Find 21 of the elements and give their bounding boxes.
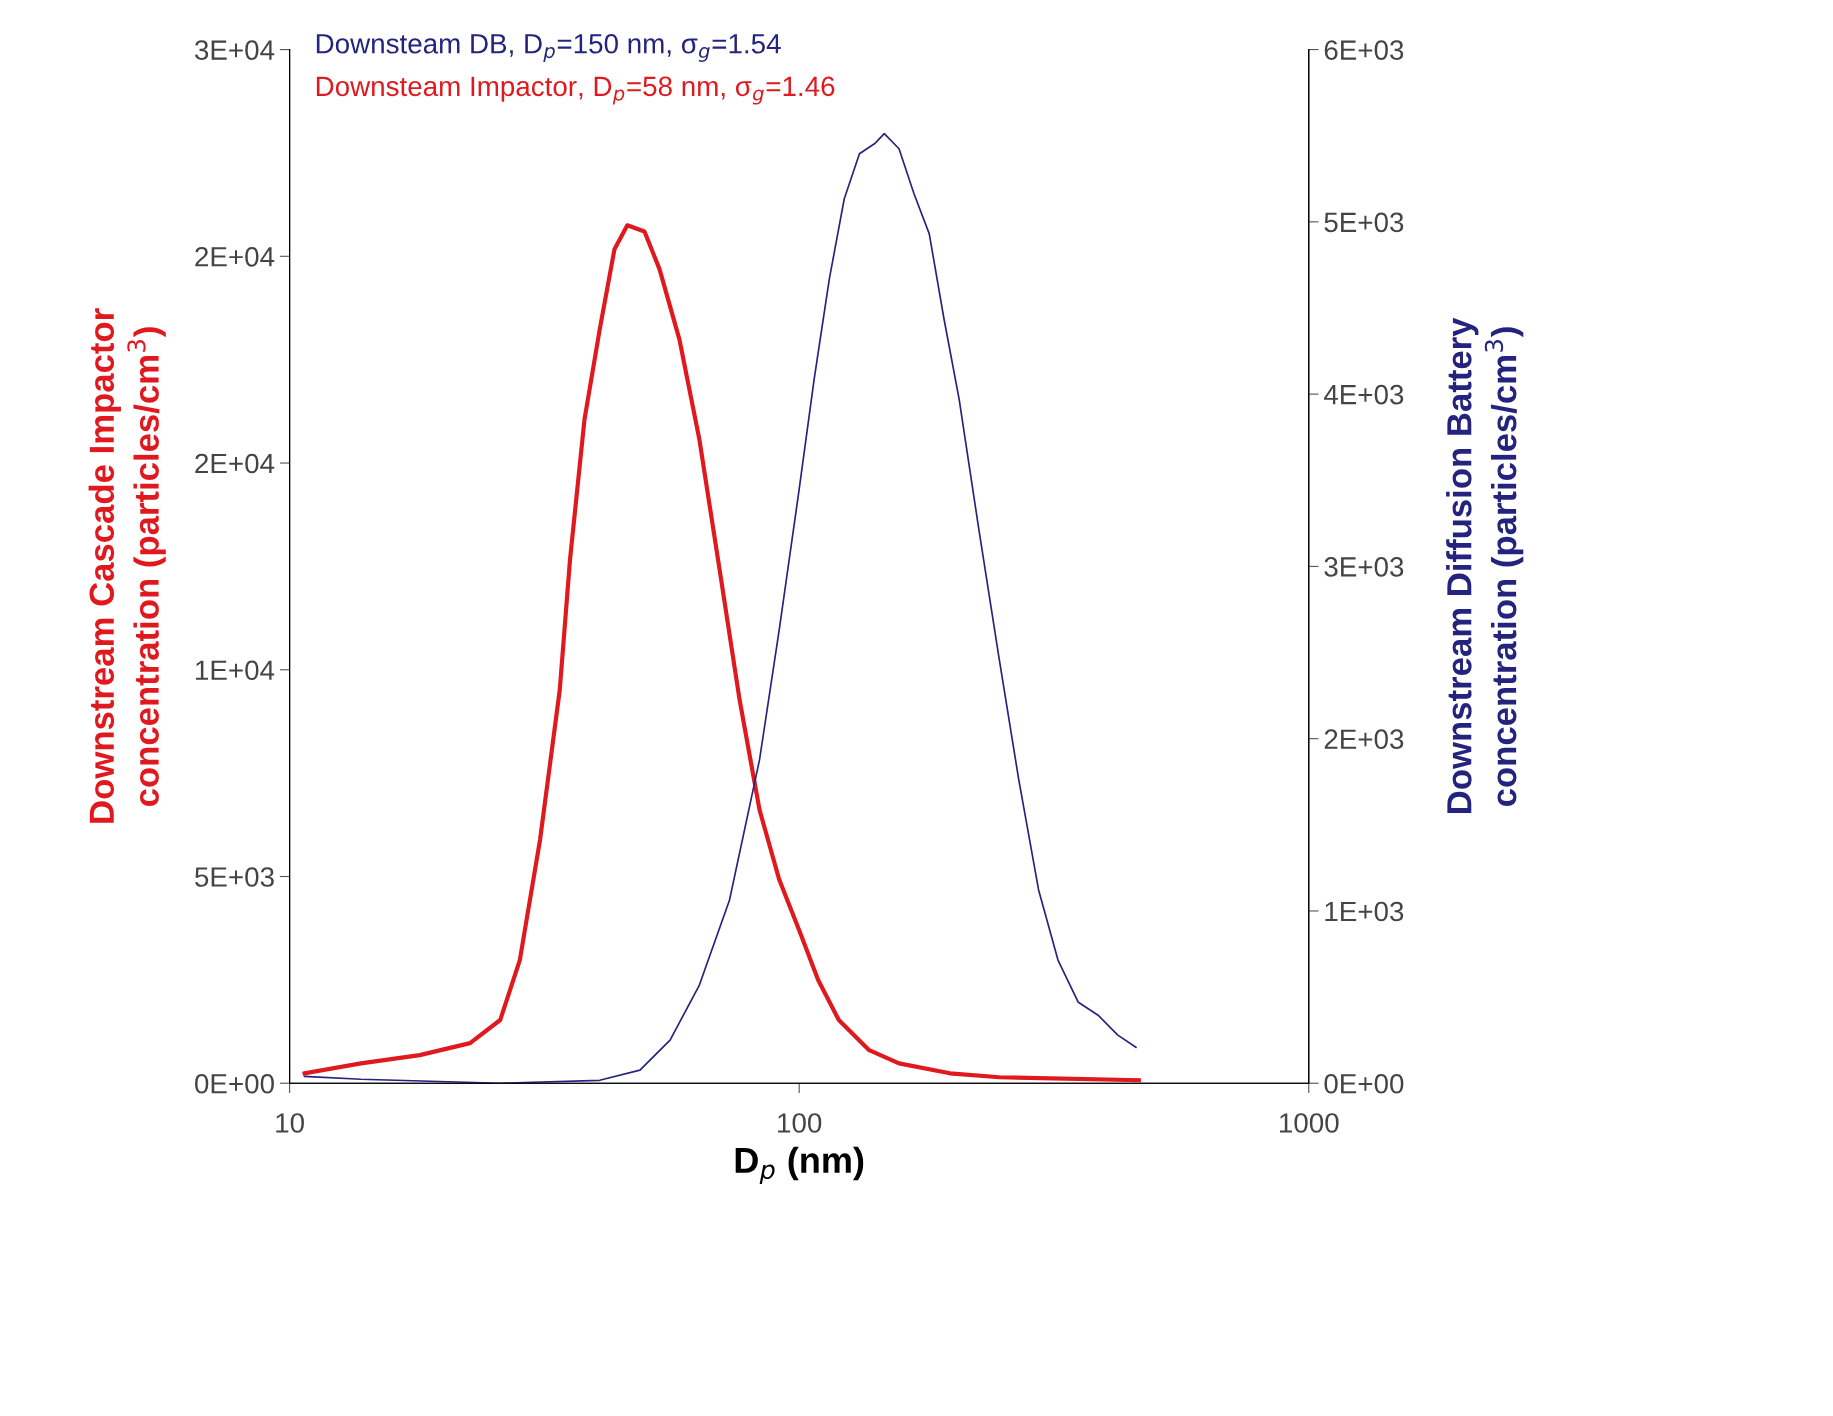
text: Downsteam DB, D$_{p}$=150 nm, σ$_{g}$=1.54	[316, 33, 781, 62]
y2-tick-label: 3E+03	[1324, 557, 1404, 577]
y2-tick-label: 0E+00	[1324, 1073, 1404, 1094]
x-axis-title: D$_{p}$ (nm)	[735, 1146, 864, 1184]
y-tick-label: 1E+04	[196, 660, 275, 681]
y2-tick-label: 4E+03	[1323, 384, 1404, 405]
text: Downsteam Impactor, D$_{p}$=58 nm, σ$_{g}$=1.46	[316, 76, 835, 105]
x-tick-label: 100	[778, 1113, 822, 1133]
y-tick-label: 3E+04	[195, 40, 275, 60]
y2-tick-label: 1E+03	[1325, 901, 1404, 922]
x-tick-label: 1000	[1279, 1113, 1339, 1133]
y-tick-label: 5E+03	[195, 867, 274, 887]
y2-tick-label: 2E+03	[1324, 729, 1404, 750]
x-tick-label: 10	[276, 1113, 304, 1133]
y2-tick-label: 6E+03	[1324, 40, 1404, 60]
y-tick-label: 2E+04	[195, 246, 275, 267]
y-tick-label: 2E+04	[195, 453, 275, 474]
y2-tick-label: 5E+03	[1324, 212, 1404, 233]
y2-axis-title: Downstream Diffusion Battery concentration (particles/cm$^{3}$)	[1446, 317, 1524, 813]
y-tick-label: 0E+00	[195, 1073, 274, 1094]
y-axis-title: Downstream Cascade Impactor concentration (particles/cm$^{3}$)	[88, 308, 166, 823]
